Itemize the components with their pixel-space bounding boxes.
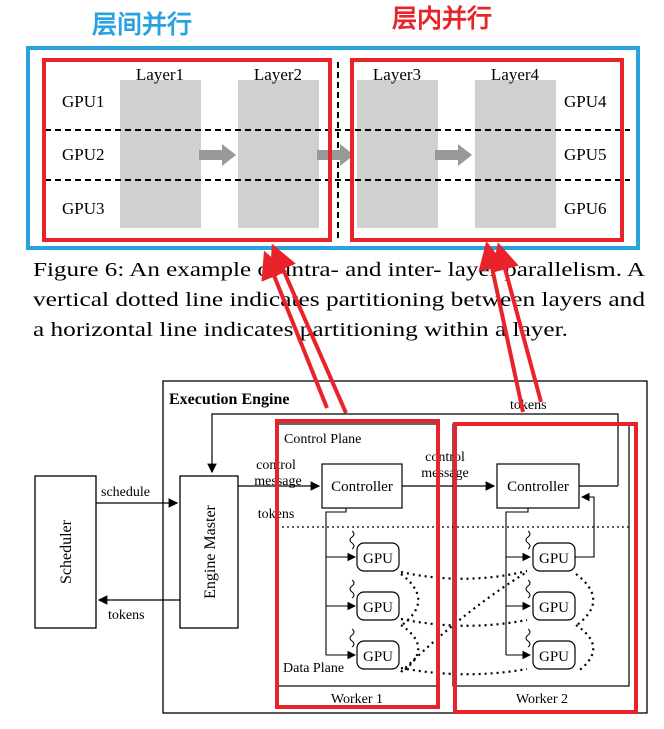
caption-line-1: Figure 6: An example of intra- and inter… (33, 259, 646, 281)
layer3-block (357, 80, 438, 228)
controller2-label: Controller (507, 479, 569, 495)
worker1-gpu1-box (356, 542, 400, 572)
gpu6-label: GPU6 (564, 199, 607, 218)
worker1-gpu2-label: GPU (363, 600, 393, 616)
worker2-label: Worker 2 (516, 692, 568, 707)
red-box-worker2 (453, 422, 638, 714)
red-arrow-right-b (491, 242, 543, 403)
intra-layer-annotation: 层内并行 (392, 4, 492, 33)
layer4-block (475, 80, 556, 228)
caption-line-2: vertical dotted line indicates partition… (33, 289, 645, 311)
arrow-layer2-3 (317, 144, 354, 166)
worker1-gpu3-label: GPU (363, 649, 393, 665)
red-box-inter-layer (42, 58, 332, 242)
engine-master-label: Engine Master (202, 504, 219, 598)
gpu2-label: GPU2 (62, 145, 105, 164)
dotted-link-4 (400, 573, 420, 626)
arrow-layer1-2 (199, 144, 236, 166)
worker2-gpu1-squiggle (525, 530, 531, 550)
schedule-label: schedule (101, 485, 150, 500)
layer4-label: Layer4 (491, 65, 540, 84)
execution-engine-frame (162, 380, 648, 714)
gpu3-label: GPU3 (62, 199, 105, 218)
gpu4-label: GPU4 (564, 92, 607, 111)
dotted-link-1 (400, 569, 528, 580)
scheduler-label: Scheduler (58, 519, 75, 584)
worker2-gpu2-squiggle (525, 579, 531, 599)
figure6-caption: Figure 6: An example of intra- and inter… (33, 259, 646, 341)
red-arrow-left-b (261, 250, 329, 409)
inter-layer-annotation: 层间并行 (92, 10, 192, 39)
gpu5-label: GPU5 (564, 145, 607, 164)
dotted-link-2 (400, 617, 528, 627)
worker2-gpus: GPU GPU GPU (505, 492, 595, 670)
tokens-feedback-arrow (207, 413, 619, 486)
worker2-gpu3-box (532, 640, 576, 670)
worker1-label: Worker 1 (331, 692, 383, 707)
execution-engine-title: Execution Engine (169, 391, 289, 408)
controller1-label: Controller (331, 479, 393, 495)
layer2-block (238, 80, 319, 228)
engine-master-box (179, 475, 239, 629)
worker1-gpu3-squiggle (349, 628, 355, 648)
worker1-gpu-bus (325, 508, 347, 655)
red-connector-arrows (261, 241, 543, 414)
worker1-gpu1-squiggle (349, 530, 355, 550)
tokens-left-label: tokens (108, 608, 145, 623)
worker2-gpu2-label: GPU (539, 600, 569, 616)
control-message-2-line-1: control (425, 450, 465, 465)
worker1-gpu2-squiggle (349, 579, 355, 599)
control-message-2-line-2: message (421, 466, 468, 481)
caption-line-3: a horizontal line indicates partitioning… (33, 319, 568, 341)
data-plane-label: Data Plane (283, 661, 344, 676)
worker1-gpu2-box (356, 591, 400, 621)
dotted-link-7 (575, 624, 595, 673)
layer1-block (120, 80, 201, 228)
figure6-diagram: Layer1 Layer2 Layer3 Layer4 GPU1 GPU2 GP… (26, 46, 640, 250)
gpu1-label: GPU1 (62, 92, 105, 111)
worker2-gpu-to-controller (575, 492, 595, 558)
worker2-gpu1-box (532, 542, 576, 572)
worker2-gpu2-box (532, 591, 576, 621)
worker1-gpus: GPU GPU GPU (325, 508, 400, 670)
worker2-gpu1-label: GPU (539, 551, 569, 567)
arrow-layer3-4 (435, 144, 472, 166)
worker1-gpu3-box (356, 640, 400, 670)
layer-flow-arrows (199, 144, 472, 166)
layer1-label: Layer1 (136, 65, 184, 84)
gpu-dotted-connections (400, 569, 595, 676)
red-arrow-right-a (478, 241, 525, 413)
dotted-link-3 (400, 666, 528, 676)
dotted-link-6 (575, 573, 595, 626)
blue-highlight-box (26, 46, 640, 250)
layer3-label: Layer3 (373, 65, 421, 84)
scheduler-box (34, 475, 97, 629)
layer2-label: Layer2 (254, 65, 302, 84)
worker2-gpu-bus (505, 508, 529, 655)
red-box-worker1 (275, 419, 440, 709)
dotted-link-5 (400, 624, 420, 673)
execution-engine-diagram: Execution Engine Scheduler Engine Master… (34, 380, 648, 714)
control-plane-label: Control Plane (284, 432, 361, 447)
red-box-intra-layer (350, 58, 624, 242)
worker2-gpu3-label: GPU (539, 649, 569, 665)
dotted-link-8 (400, 571, 528, 673)
worker1-gpu1-label: GPU (363, 551, 393, 567)
worker2-gpu3-squiggle (525, 628, 531, 648)
